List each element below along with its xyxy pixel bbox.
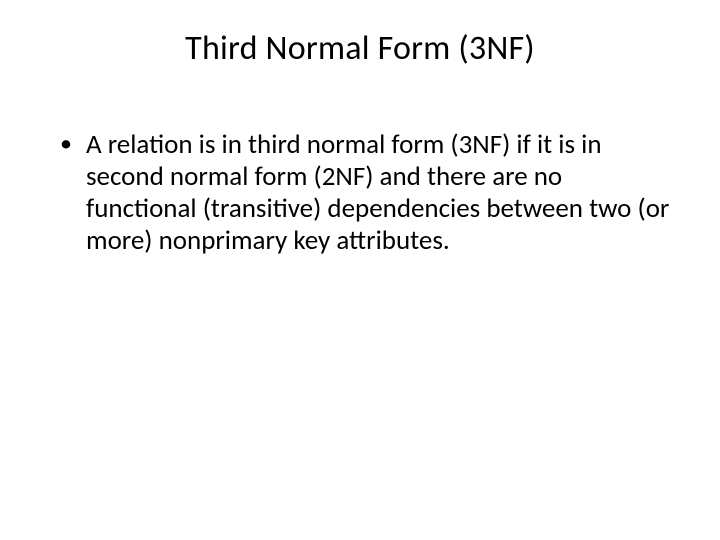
bullet-list: A relation is in third normal form (3NF)… <box>58 129 670 256</box>
slide: Third Normal Form (3NF) A relation is in… <box>0 0 720 540</box>
slide-title: Third Normal Form (3NF) <box>40 28 680 69</box>
list-item: A relation is in third normal form (3NF)… <box>58 129 670 256</box>
slide-body: A relation is in third normal form (3NF)… <box>40 129 680 256</box>
